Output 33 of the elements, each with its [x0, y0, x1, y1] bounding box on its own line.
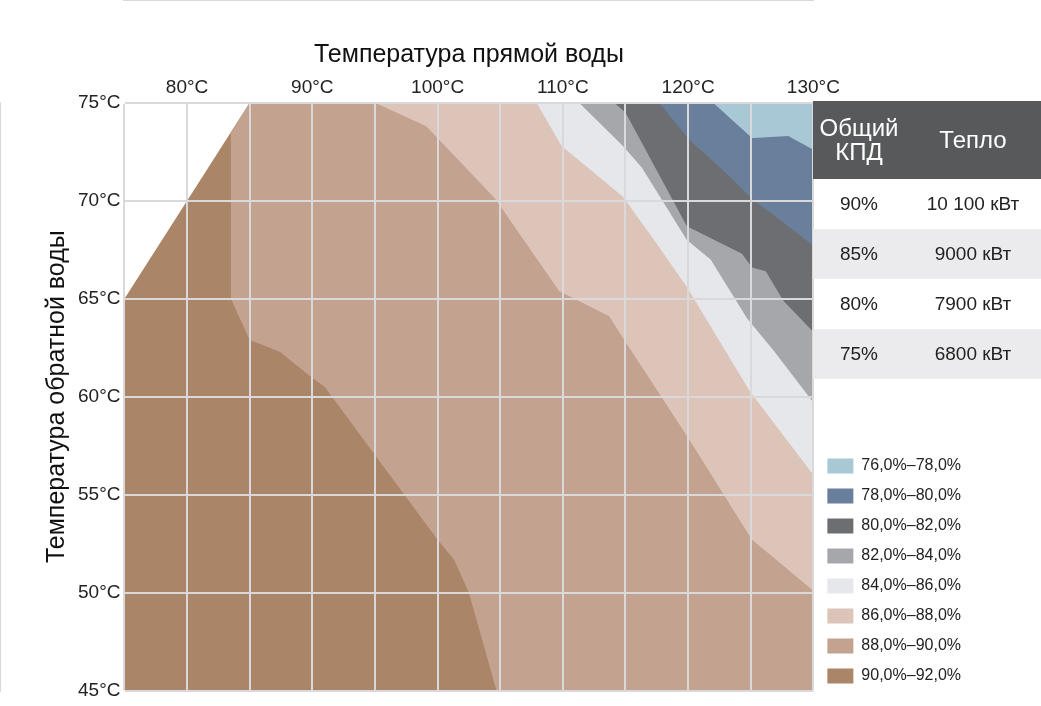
legend-label: 76,0%–78,0% — [861, 456, 962, 474]
text: 75% — [813, 329, 905, 379]
x-tick-label: 110°C — [537, 75, 589, 97]
y-tick-label: 65°C — [78, 286, 121, 308]
x-tick-label: 130°C — [786, 75, 840, 97]
legend-label: 88,0%–90,0% — [861, 636, 962, 654]
text: 6800 кВт — [905, 329, 1041, 379]
y-tick-label: 55°C — [78, 482, 121, 504]
x-tick-label: 90°C — [291, 75, 334, 97]
text: 80% — [839, 292, 879, 316]
legend-label: 84,0%–86,0% — [861, 576, 962, 594]
legend-label: 80,0%–82,0% — [861, 516, 962, 534]
y-tick-label: 50°C — [78, 580, 121, 602]
legend-label: 90,0%–92,0% — [861, 666, 962, 684]
text: Общий КПД — [813, 101, 905, 179]
text: 7900 кВт — [933, 292, 1013, 316]
legend-label: 86,0%–88,0% — [861, 606, 962, 624]
text: 90% — [839, 192, 879, 216]
y-tick-label: 75°C — [78, 91, 121, 113]
y-tick-label: 45°C — [78, 678, 121, 700]
text: Тепло — [905, 101, 1041, 179]
x-tick-label: 120°C — [661, 75, 715, 97]
y-tick-label: 70°C — [78, 189, 121, 210]
x-tick-label: 100°C — [411, 75, 465, 97]
text: 85% — [813, 229, 905, 279]
y-axis-title: Температура обратной воды — [40, 230, 69, 564]
legend-label: 82,0%–84,0% — [861, 546, 962, 564]
x-axis-title: Температура прямой воды — [313, 38, 624, 67]
legend-label: 78,0%–80,0% — [861, 486, 962, 504]
x-tick-label: 80°C — [165, 75, 209, 97]
text: 9000 кВт — [905, 229, 1041, 279]
y-tick-label: 60°C — [78, 384, 121, 406]
text: 10 100 кВт — [925, 192, 1021, 216]
